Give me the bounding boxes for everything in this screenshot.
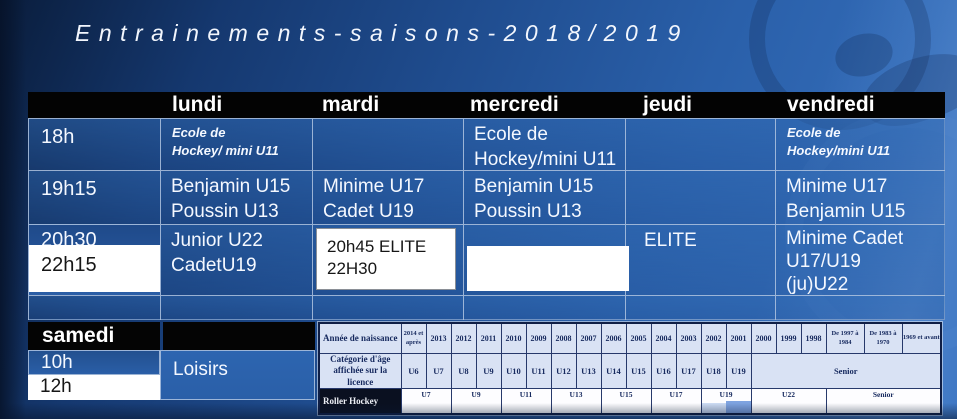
- category-cell: U7: [425, 353, 452, 389]
- year-cell: 2000: [750, 322, 777, 354]
- year-cell: 2001: [725, 322, 752, 354]
- weekly-schedule-grid: 18h Ecole de Hockey/ mini U11 Ecole de H…: [28, 118, 945, 320]
- time-cell-19h15: 19h15: [28, 170, 160, 224]
- cell-jeudi-18h: [625, 118, 775, 170]
- day-header-vendredi: vendredi: [787, 93, 875, 116]
- year-cell: 2009: [525, 322, 552, 354]
- day-header-mardi: mardi: [322, 93, 380, 116]
- licence-category-row: Catégorie d'âge affichée sur la licence …: [318, 353, 942, 389]
- category-cell: U16: [650, 353, 677, 389]
- year-cell: 2006: [600, 322, 627, 354]
- cell-vendredi-20h30: Minime Cadet U17/U19 (ju)U22: [775, 224, 945, 295]
- cell-lundi-18h: Ecole de Hockey/ mini U11: [160, 118, 312, 170]
- year-cell: 2002: [700, 322, 727, 354]
- year-cell: 2003: [675, 322, 702, 354]
- day-header-jeudi: jeudi: [643, 93, 693, 116]
- cell-jeudi-19h15: [625, 170, 775, 224]
- spacer-cell: [463, 295, 625, 320]
- year-range-cell: 1969 et avant: [901, 322, 942, 354]
- cell-jeudi-20h30: ELITE: [625, 224, 775, 295]
- cell-lundi-19h15: Benjamin U15 Poussin U13: [160, 170, 312, 224]
- category-cell: U12: [550, 353, 577, 389]
- category-cell: U17: [675, 353, 702, 389]
- age-category-table: Année de naissance 2014 et après 2013 20…: [318, 322, 942, 415]
- category-cell: U9: [475, 353, 502, 389]
- elite-session-box: 20h45 ELITE 22H30: [316, 228, 456, 290]
- saturday-header-bar-empty: [163, 322, 315, 350]
- spacer-cell: [160, 295, 312, 320]
- left-edge-shade: [0, 0, 26, 419]
- year-cell: 2010: [500, 322, 527, 354]
- category-cell: U15: [625, 353, 652, 389]
- time-box-22h15: 22h15: [29, 245, 160, 292]
- year-cell: 2013: [425, 322, 452, 354]
- year-cell: 1999: [775, 322, 802, 354]
- category-cell: U11: [525, 353, 552, 389]
- spacer-cell: [775, 295, 945, 320]
- time-cell-10h: 10h: [28, 350, 160, 375]
- cell-lundi-20h30: Junior U22 CadetU19: [160, 224, 312, 295]
- category-cell: U10: [500, 353, 527, 389]
- year-cell: 2014 et après: [400, 322, 427, 354]
- category-senior-cell: Senior: [750, 353, 942, 389]
- time-cell-18h: 18h: [28, 118, 160, 170]
- birth-year-label: Année de naissance: [318, 322, 402, 354]
- time-box-12h: 12h: [28, 375, 160, 400]
- cell-mardi-19h15: Minime U17 Cadet U19: [312, 170, 463, 224]
- year-cell: 2004: [650, 322, 677, 354]
- cell-mercredi-19h15: Benjamin U15 Poussin U13: [463, 170, 625, 224]
- weekday-header-bar: lundi mardi mercredi jeudi vendredi: [28, 92, 945, 118]
- saturday-schedule: samedi 10h 12h Loisirs: [28, 322, 315, 400]
- saturday-header-bar: samedi: [28, 322, 160, 350]
- cell-mardi-18h: [312, 118, 463, 170]
- cell-vendredi-19h15: Minime U17 Benjamin U15: [775, 170, 945, 224]
- year-cell: 2008: [550, 322, 577, 354]
- page-title: Entrainements-saisons-2018/2019: [75, 20, 689, 46]
- cell-mercredi-18h: Ecole de Hockey/mini U11: [463, 118, 625, 170]
- day-header-lundi: lundi: [172, 93, 223, 116]
- cell-samedi-loisirs: Loisirs: [160, 350, 315, 400]
- year-cell: 2012: [450, 322, 477, 354]
- category-cell: U8: [450, 353, 477, 389]
- birth-year-row: Année de naissance 2014 et après 2013 20…: [318, 322, 942, 354]
- empty-white-box-mercredi: [467, 246, 629, 291]
- year-cell: 2011: [475, 322, 502, 354]
- year-cell: 1998: [800, 322, 827, 354]
- category-cell: U18: [700, 353, 727, 389]
- year-cell: 2005: [625, 322, 652, 354]
- licence-category-label: Catégorie d'âge affichée sur la licence: [318, 353, 402, 389]
- year-range-cell: De 1997 à 1984: [825, 322, 865, 354]
- category-cell: U13: [575, 353, 602, 389]
- year-cell: 2007: [575, 322, 602, 354]
- bottom-edge-shade: [0, 403, 957, 419]
- category-cell: U6: [400, 353, 427, 389]
- day-header-mercredi: mercredi: [470, 93, 559, 116]
- spacer-cell: [28, 295, 160, 320]
- category-cell: U19: [725, 353, 752, 389]
- cell-vendredi-18h: Ecole de Hockey/mini U11: [775, 118, 945, 170]
- spacer-cell: [312, 295, 463, 320]
- year-range-cell: De 1983 à 1970: [863, 322, 903, 354]
- spacer-cell: [625, 295, 775, 320]
- category-cell: U14: [600, 353, 627, 389]
- day-header-samedi: samedi: [42, 324, 115, 347]
